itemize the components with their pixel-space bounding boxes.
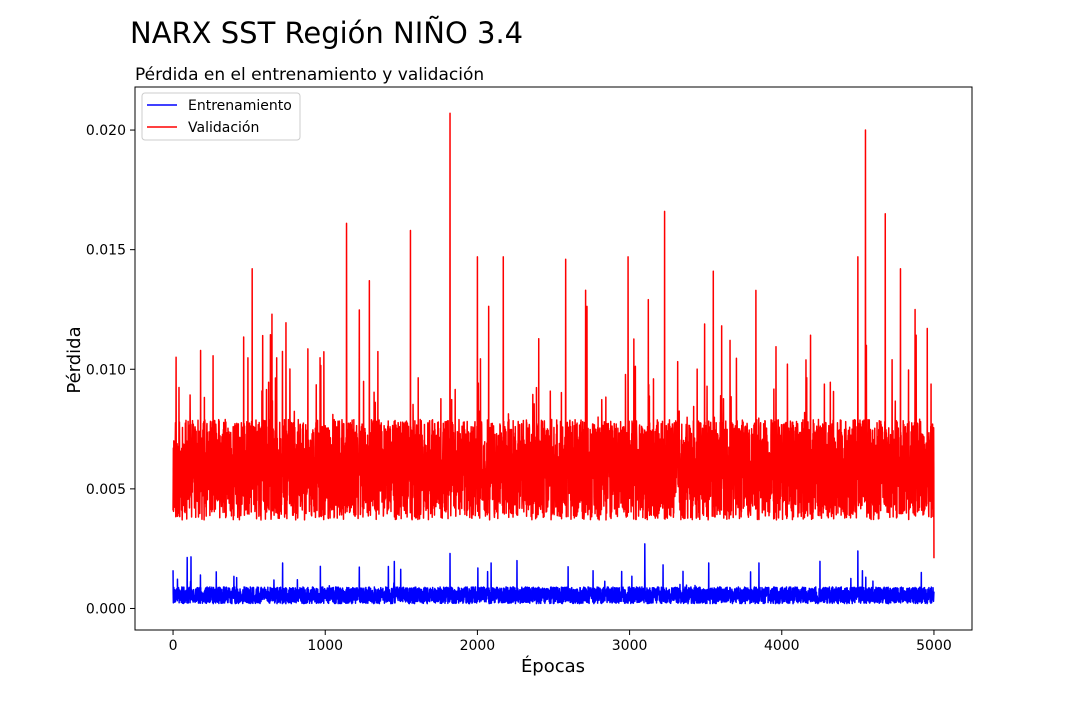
series-line-entrenamiento: [172, 543, 935, 605]
plot-area: 0 1000 2000 3000 4000 5000 0.0000.0050.0100.0…: [86, 86, 973, 654]
legend-label-entrenamiento: Entrenamiento: [188, 98, 292, 114]
x-tick-label: 1000: [307, 638, 343, 654]
x-tick-label: 2000: [460, 638, 496, 654]
y-tick-label: 0.000: [86, 601, 126, 617]
axes-frame: [134, 86, 973, 631]
y-axis-ticks: 0.000 0.005 0.010 0.015 0.020: [86, 123, 135, 617]
x-axis-ticks: 0 1000 2000 3000 4000 5000: [169, 630, 952, 654]
legend-label-validacion: Validación: [188, 120, 259, 136]
y-tick-label: 0.010: [86, 362, 126, 378]
x-tick-label: 0: [169, 638, 178, 654]
axes-title: Pérdida en el entrenamiento y validación: [135, 65, 484, 85]
x-tick-label: 5000: [916, 638, 952, 654]
x-tick-label: 3000: [612, 638, 648, 654]
series-layer: [172, 112, 935, 605]
figure-suptitle: NARX SST Región NIÑO 3.4: [130, 16, 523, 50]
legend-box: [141, 92, 301, 141]
y-axis-label: Pérdida: [64, 326, 85, 393]
x-tick-label: 4000: [764, 638, 800, 654]
y-tick-label: 0.005: [86, 482, 126, 498]
series-line-validacion: [172, 112, 935, 559]
y-tick-label: 0.015: [86, 243, 126, 259]
x-axis-label: Épocas: [521, 655, 585, 677]
y-tick-label: 0.020: [86, 123, 126, 139]
legend: Entrenamiento Validación: [141, 92, 301, 141]
